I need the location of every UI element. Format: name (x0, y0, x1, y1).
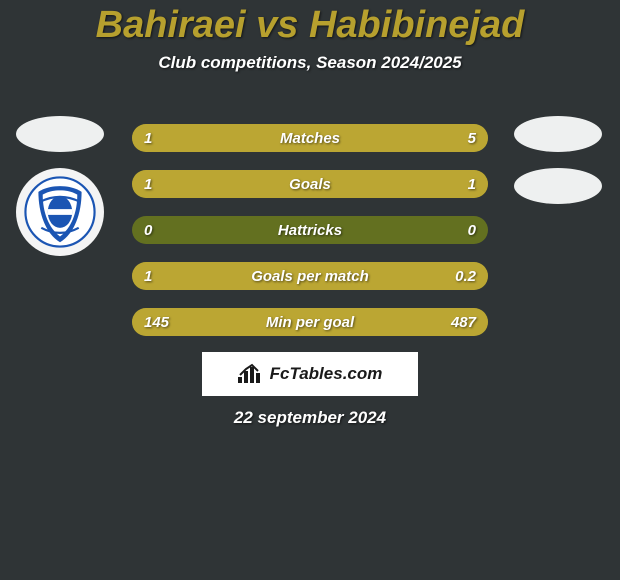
bar-chart-icon (238, 363, 264, 385)
right-club-crest-placeholder (514, 168, 602, 204)
fctables-logo: FcTables.com (202, 352, 418, 396)
page-title: Bahiraei vs Habibinejad (0, 0, 620, 47)
stat-right-value: 0.2 (455, 268, 476, 285)
left-club-crest (16, 168, 104, 256)
logo-text: FcTables.com (270, 364, 383, 384)
stat-right-value: 5 (468, 130, 476, 147)
stat-row: 0Hattricks0 (132, 216, 488, 244)
right-player-column (514, 116, 604, 220)
stat-label: Goals (132, 176, 488, 193)
stat-row: 1Goals1 (132, 170, 488, 198)
subtitle: Club competitions, Season 2024/2025 (0, 53, 620, 73)
stat-label: Hattricks (132, 222, 488, 239)
stat-right-value: 0 (468, 222, 476, 239)
stat-row: 1Matches5 (132, 124, 488, 152)
comparison-card: Bahiraei vs Habibinejad Club competition… (0, 0, 620, 580)
right-player-photo-placeholder (514, 116, 602, 152)
left-player-photo-placeholder (16, 116, 104, 152)
stat-bars: 1Matches51Goals10Hattricks01Goals per ma… (132, 124, 488, 354)
left-player-column (16, 116, 106, 256)
stat-right-value: 487 (451, 314, 476, 331)
stat-row: 1Goals per match0.2 (132, 262, 488, 290)
stat-label: Min per goal (132, 314, 488, 331)
date-line: 22 september 2024 (0, 408, 620, 428)
stat-row: 145Min per goal487 (132, 308, 488, 336)
stat-label: Matches (132, 130, 488, 147)
shield-crest-icon (24, 176, 96, 248)
stat-right-value: 1 (468, 176, 476, 193)
stat-label: Goals per match (132, 268, 488, 285)
